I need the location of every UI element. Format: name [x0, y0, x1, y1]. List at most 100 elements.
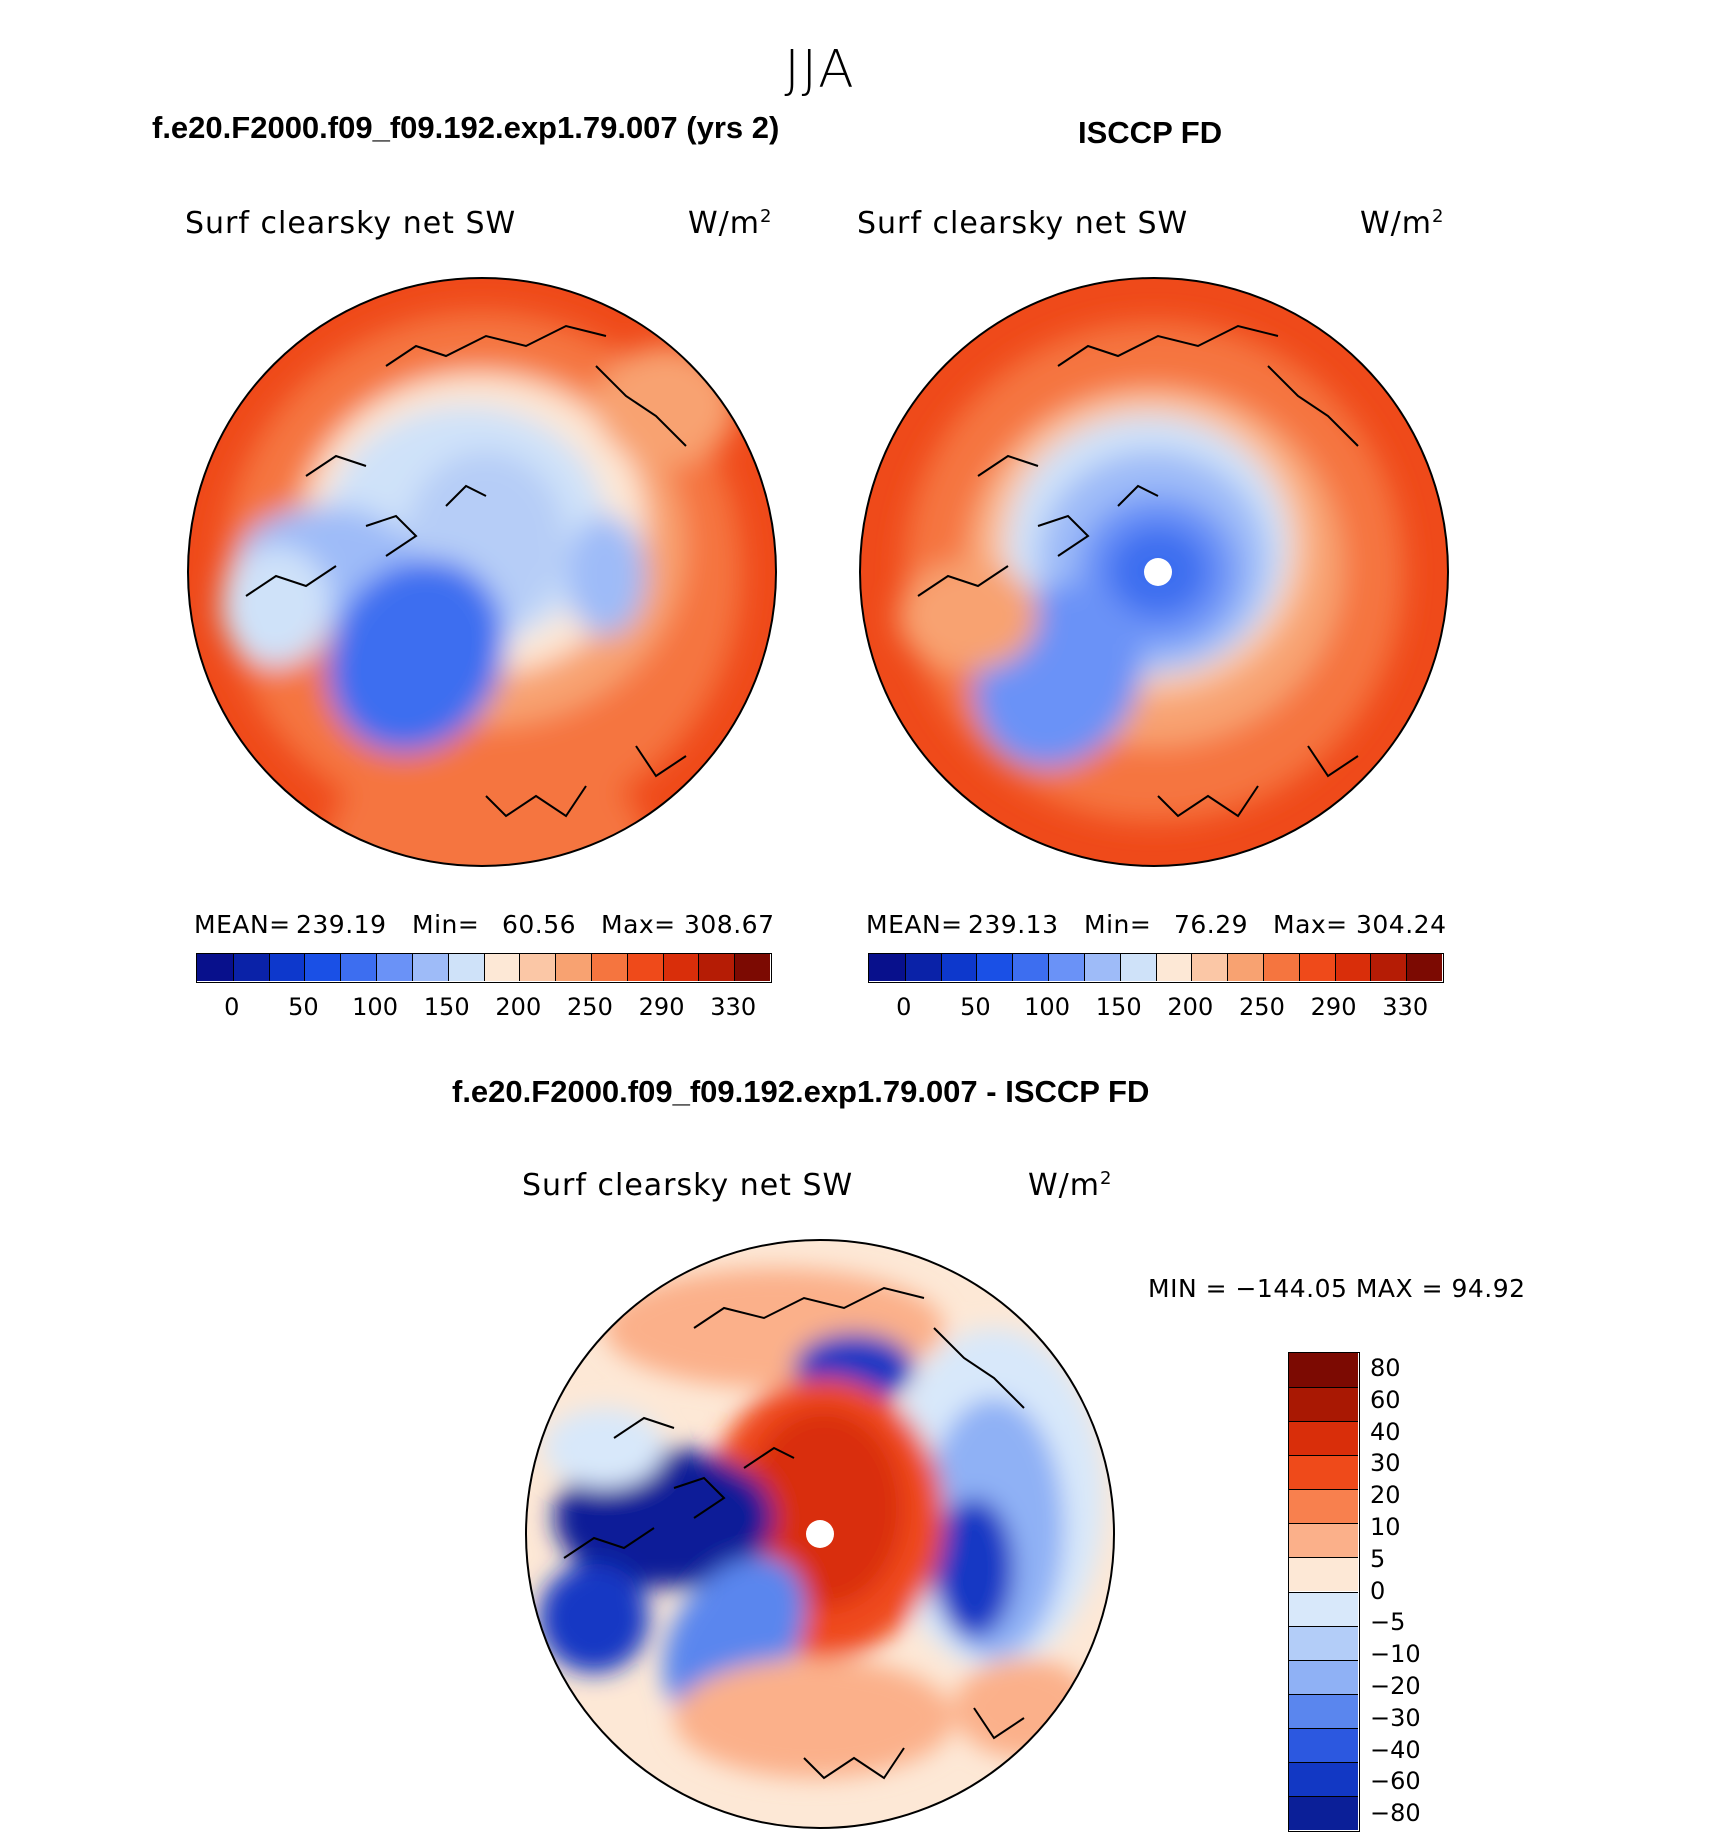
colorbar-tick-label: 290: [1310, 993, 1357, 1021]
colorbar-swatch: [1289, 1489, 1358, 1524]
panel-1-mean: 239.19: [296, 910, 387, 939]
colorbar-swatch: [1370, 954, 1407, 981]
colorbar-tick-label: 0: [1370, 1576, 1386, 1605]
colorbar-tick-label: 0: [896, 993, 912, 1021]
colorbar-tick-label: 60: [1370, 1385, 1401, 1414]
colorbar-swatch: [1289, 1421, 1358, 1456]
colorbar-swatch: [1289, 1591, 1358, 1626]
colorbar-tick-label: 200: [495, 993, 542, 1021]
colorbar-swatch: [340, 954, 377, 981]
colorbar-swatch: [376, 954, 412, 981]
colorbar-swatch: [1289, 1353, 1358, 1388]
diff-unit: W/m2: [1028, 1168, 1113, 1203]
panel-1-max: 308.67: [684, 910, 775, 939]
colorbar-swatch: [1289, 1795, 1358, 1830]
panel-1-max-label: Max=: [601, 910, 676, 939]
panel-2-colorbar: [868, 953, 1444, 983]
colorbar-swatch: [555, 954, 591, 981]
colorbar-swatch: [232, 954, 269, 981]
colorbar-tick-label: 30: [1370, 1449, 1401, 1478]
colorbar-swatch: [904, 954, 941, 981]
season-title: JJA: [784, 40, 856, 100]
panel-2-colorbar-ticks: 0 50 100 150 200 250 290 330: [868, 993, 1444, 1023]
colorbar-tick-label: −30: [1370, 1703, 1421, 1732]
colorbar-tick-label: −5: [1370, 1608, 1406, 1637]
panel-2-min: 76.29: [1174, 910, 1249, 939]
colorbar-swatch: [1012, 954, 1049, 981]
colorbar-tick-label: −80: [1370, 1799, 1421, 1828]
diff-variable: Surf clearsky net SW: [522, 1168, 854, 1203]
colorbar-tick-label: 50: [288, 993, 319, 1021]
colorbar-tick-label: 290: [638, 993, 685, 1021]
colorbar-swatch: [662, 954, 699, 981]
colorbar-swatch: [1191, 954, 1228, 981]
panel-1-polar-map: [187, 277, 777, 867]
panel-1-colorbar-ticks: 0 50 100 150 200 250 290 330: [196, 993, 772, 1023]
diff-header: f.e20.F2000.f09_f09.192.exp1.79.007 - IS…: [452, 1074, 1150, 1109]
colorbar-swatch: [519, 954, 556, 981]
colorbar-swatch: [1289, 1523, 1358, 1558]
colorbar-swatch: [1155, 954, 1192, 981]
colorbar-swatch: [1334, 954, 1371, 981]
colorbar-swatch: [1289, 1625, 1358, 1660]
panel-2-mean: 239.13: [968, 910, 1059, 939]
colorbar-tick-label: 5: [1370, 1544, 1386, 1573]
colorbar-tick-label: 20: [1370, 1481, 1401, 1510]
diff-colorbar: [1288, 1352, 1360, 1832]
colorbar-swatch: [1289, 1659, 1358, 1694]
colorbar-tick-label: 150: [423, 993, 470, 1021]
colorbar-swatch: [1119, 954, 1156, 981]
colorbar-swatch: [940, 954, 977, 981]
panel-2-max: 304.24: [1356, 910, 1447, 939]
colorbar-tick-label: 100: [1024, 993, 1070, 1021]
colorbar-tick-label: 80: [1370, 1353, 1401, 1382]
colorbar-tick-label: −10: [1370, 1640, 1421, 1669]
colorbar-tick-label: 100: [352, 993, 398, 1021]
panel-2-mean-label: MEAN=: [866, 910, 963, 939]
panel-2-unit: W/m2: [1360, 206, 1445, 241]
panel-2-max-label: Max=: [1273, 910, 1348, 939]
panel-1-mean-label: MEAN=: [194, 910, 291, 939]
colorbar-swatch: [1289, 1761, 1358, 1796]
colorbar-swatch: [976, 954, 1013, 981]
colorbar-swatch: [411, 954, 448, 981]
panel-1-variable: Surf clearsky net SW: [185, 206, 517, 241]
colorbar-swatch: [590, 954, 627, 981]
panel-2-variable: Surf clearsky net SW: [857, 206, 1189, 241]
colorbar-swatch: [1289, 1455, 1358, 1490]
colorbar-tick-label: 40: [1370, 1417, 1401, 1446]
panel-2-header: ISCCP FD: [1078, 115, 1223, 150]
colorbar-swatch: [1083, 954, 1120, 981]
panel-1-min-label: Min=: [412, 910, 480, 939]
colorbar-tick-label: 330: [1382, 993, 1429, 1021]
colorbar-tick-label: 250: [1239, 993, 1285, 1021]
colorbar-swatch: [1289, 1727, 1358, 1762]
colorbar-tick-label: 200: [1167, 993, 1214, 1021]
colorbar-swatch: [1298, 954, 1335, 981]
colorbar-tick-label: −40: [1370, 1735, 1421, 1764]
panel-1-colorbar: [196, 953, 772, 983]
colorbar-swatch: [268, 954, 305, 981]
diff-colorbar-ticks: 80 60 40 30 20 10 5 0 −5 −10 −20 −30 −40 −60 −80: [1370, 1352, 1470, 1832]
colorbar-tick-label: −20: [1370, 1671, 1421, 1700]
colorbar-swatch: [734, 954, 770, 981]
colorbar-tick-label: −60: [1370, 1767, 1421, 1796]
colorbar-swatch: [1227, 954, 1263, 981]
colorbar-swatch: [869, 954, 905, 981]
colorbar-swatch: [1289, 1387, 1358, 1422]
colorbar-tick-label: 250: [567, 993, 613, 1021]
colorbar-swatch: [304, 954, 341, 981]
diff-polar-map: [525, 1239, 1115, 1829]
colorbar-tick-label: 330: [710, 993, 757, 1021]
colorbar-swatch: [1048, 954, 1084, 981]
colorbar-swatch: [626, 954, 663, 981]
panel-1-unit: W/m2: [688, 206, 773, 241]
colorbar-swatch: [483, 954, 520, 981]
colorbar-tick-label: 150: [1095, 993, 1142, 1021]
colorbar-swatch: [698, 954, 735, 981]
panel-2-polar-map: [859, 277, 1449, 867]
colorbar-swatch: [447, 954, 484, 981]
colorbar-tick-label: 10: [1370, 1512, 1401, 1541]
colorbar-swatch: [197, 954, 233, 981]
colorbar-swatch: [1262, 954, 1299, 981]
